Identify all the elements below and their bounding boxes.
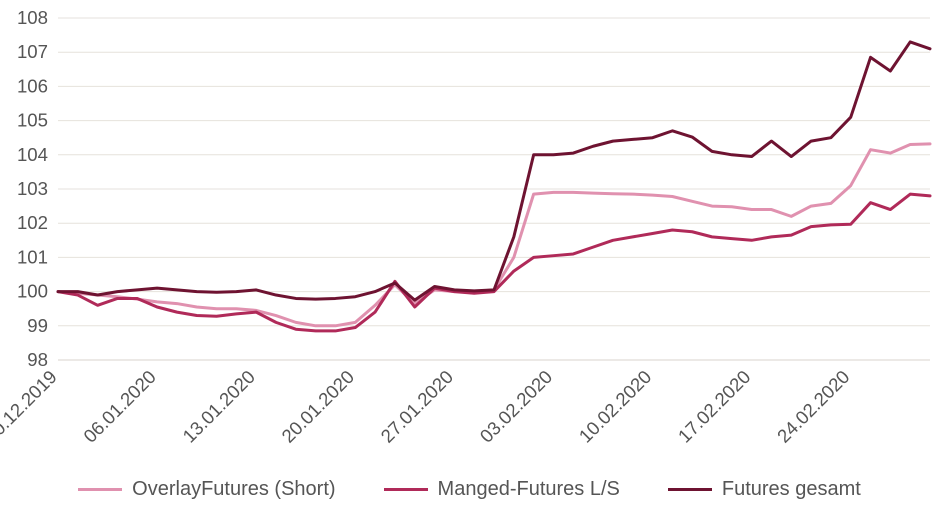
y-tick-label: 102 bbox=[17, 212, 48, 233]
legend-label: Futures gesamt bbox=[722, 478, 861, 501]
legend-item-overlay_short: OverlayFutures (Short) bbox=[78, 478, 335, 501]
legend-swatch bbox=[668, 488, 712, 491]
x-tick-label: 24.02.2020 bbox=[773, 366, 854, 447]
y-tick-label: 101 bbox=[17, 246, 48, 267]
x-tick-label: 13.01.2020 bbox=[178, 366, 259, 447]
series-futures_total bbox=[58, 42, 930, 300]
x-tick-label: 03.02.2020 bbox=[476, 366, 557, 447]
x-tick-label: 20.01.2020 bbox=[277, 366, 358, 447]
series-managed_ls bbox=[58, 194, 930, 331]
x-tick-label: 06.01.2020 bbox=[79, 366, 160, 447]
chart-legend: OverlayFutures (Short) Manged-Futures L/S… bbox=[0, 478, 939, 501]
y-tick-label: 103 bbox=[17, 178, 48, 199]
y-tick-label: 107 bbox=[17, 41, 48, 62]
y-tick-label: 99 bbox=[27, 315, 48, 336]
x-tick-label: 27.01.2020 bbox=[376, 366, 457, 447]
y-tick-label: 106 bbox=[17, 75, 48, 96]
legend-swatch bbox=[78, 488, 122, 491]
series-overlay_short bbox=[58, 144, 930, 326]
chart-plot-area: 989910010110210310410510610710830.12.201… bbox=[0, 0, 939, 515]
x-tick-label: 10.02.2020 bbox=[575, 366, 656, 447]
x-tick-label: 17.02.2020 bbox=[674, 366, 755, 447]
legend-label: Manged-Futures L/S bbox=[438, 478, 620, 501]
futures-performance-chart: 989910010110210310410510610710830.12.201… bbox=[0, 0, 939, 515]
y-tick-label: 105 bbox=[17, 110, 48, 131]
y-tick-label: 108 bbox=[17, 7, 48, 28]
legend-item-futures_total: Futures gesamt bbox=[668, 478, 861, 501]
legend-item-managed_ls: Manged-Futures L/S bbox=[384, 478, 620, 501]
y-tick-label: 100 bbox=[17, 281, 48, 302]
x-tick-label: 30.12.2019 bbox=[0, 366, 61, 447]
legend-label: OverlayFutures (Short) bbox=[132, 478, 335, 501]
y-tick-label: 104 bbox=[17, 144, 48, 165]
legend-swatch bbox=[384, 488, 428, 491]
